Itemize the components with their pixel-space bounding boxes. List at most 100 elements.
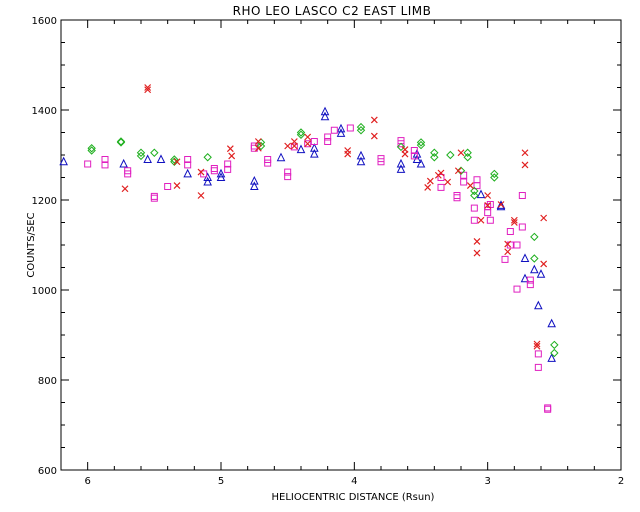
x-marker bbox=[540, 260, 548, 268]
square-marker bbox=[164, 183, 172, 190]
square-marker bbox=[473, 176, 481, 184]
x-marker bbox=[304, 133, 312, 141]
x-marker bbox=[426, 177, 434, 185]
diamond-marker bbox=[530, 232, 539, 242]
triangle-marker bbox=[156, 154, 166, 163]
triangle-marker bbox=[496, 200, 506, 209]
x-marker bbox=[521, 161, 529, 169]
square-marker bbox=[437, 174, 445, 181]
square-marker bbox=[304, 140, 312, 148]
y-tick-label: 800 bbox=[38, 376, 57, 387]
square-marker bbox=[224, 165, 232, 173]
x-marker bbox=[484, 201, 492, 209]
axis-ticks: 6 5 4 3 2 600 800 1000 1200 1400 1600 bbox=[32, 16, 625, 487]
x-marker bbox=[304, 140, 312, 148]
square-marker bbox=[184, 156, 192, 163]
x-marker bbox=[144, 86, 152, 94]
x-marker bbox=[466, 182, 474, 190]
x-marker bbox=[401, 150, 409, 158]
square-marker bbox=[84, 160, 92, 168]
diamond-marker bbox=[396, 142, 406, 152]
triangle-marker bbox=[547, 318, 556, 328]
x-marker bbox=[197, 168, 205, 176]
diamond-marker bbox=[416, 140, 426, 150]
triangle-marker bbox=[530, 264, 539, 274]
x-marker bbox=[254, 138, 262, 145]
x-marker bbox=[510, 219, 518, 226]
x-marker bbox=[344, 150, 352, 158]
diamond-marker bbox=[446, 150, 455, 160]
square-marker bbox=[264, 159, 272, 167]
diamond-marker bbox=[136, 148, 146, 157]
square-marker bbox=[210, 167, 218, 175]
x-marker bbox=[510, 216, 518, 224]
x-marker bbox=[226, 145, 234, 153]
x-marker bbox=[284, 142, 292, 150]
square-marker bbox=[290, 143, 298, 151]
x-marker bbox=[370, 132, 378, 140]
x-marker bbox=[444, 178, 452, 186]
square-marker bbox=[470, 216, 478, 224]
triangle-marker bbox=[59, 156, 68, 166]
square-marker bbox=[506, 228, 514, 235]
square-marker bbox=[101, 156, 109, 163]
x-marker bbox=[504, 248, 512, 256]
square-marker bbox=[410, 152, 418, 160]
y-tick-label: 600 bbox=[38, 466, 57, 477]
triangle-marker bbox=[416, 158, 426, 168]
diamond-marker bbox=[87, 146, 96, 155]
triangle-marker bbox=[520, 253, 530, 262]
triangle-marker bbox=[320, 106, 330, 116]
square-marker bbox=[518, 192, 526, 199]
triangle-marker bbox=[183, 168, 192, 178]
diamond-marker bbox=[470, 191, 479, 200]
square-marker bbox=[324, 133, 332, 141]
square-marker bbox=[526, 281, 534, 289]
square-marker bbox=[534, 350, 542, 358]
y-axis-label: COUNTS/SEC bbox=[26, 212, 37, 277]
square-marker bbox=[513, 241, 521, 249]
x-marker bbox=[228, 152, 236, 160]
square-marker bbox=[410, 147, 418, 154]
x-marker bbox=[473, 249, 481, 257]
square-marker bbox=[150, 194, 158, 202]
x-tick-label: 5 bbox=[218, 476, 224, 487]
triangle-marker bbox=[250, 175, 259, 185]
x-marker bbox=[521, 149, 529, 157]
square-marker bbox=[518, 223, 526, 231]
triangle-marker bbox=[119, 158, 128, 168]
square-marker bbox=[377, 158, 385, 166]
square-marker bbox=[101, 161, 109, 169]
triangle-marker bbox=[216, 168, 226, 178]
square-marker bbox=[484, 209, 492, 217]
triangle-marker bbox=[336, 123, 346, 133]
diamond-marker bbox=[463, 148, 472, 157]
triangle-marker bbox=[143, 154, 152, 163]
square-marker bbox=[473, 182, 481, 190]
x-marker bbox=[484, 192, 492, 199]
square-marker bbox=[184, 161, 192, 169]
triangle-marker bbox=[296, 144, 306, 154]
square-marker bbox=[224, 160, 232, 168]
diamond-marker bbox=[550, 340, 559, 350]
x-marker bbox=[173, 182, 181, 190]
x-marker bbox=[473, 237, 481, 245]
square-marker bbox=[544, 404, 552, 412]
x-marker bbox=[424, 183, 432, 191]
square-marker bbox=[453, 192, 461, 199]
square-marker bbox=[284, 168, 292, 176]
square-marker bbox=[513, 285, 521, 293]
square-marker bbox=[501, 255, 509, 263]
square-marker bbox=[437, 183, 445, 191]
square-marker bbox=[330, 126, 338, 134]
triangle-marker bbox=[310, 148, 319, 158]
x-marker bbox=[533, 340, 541, 348]
x-tick-label: 2 bbox=[618, 476, 624, 487]
triangle-marker bbox=[547, 353, 556, 362]
triangle-marker bbox=[356, 156, 366, 166]
data-points bbox=[59, 84, 559, 413]
triangle-marker bbox=[276, 152, 286, 162]
y-tick-label: 1400 bbox=[32, 106, 57, 117]
y-tick-label: 1000 bbox=[32, 286, 57, 297]
